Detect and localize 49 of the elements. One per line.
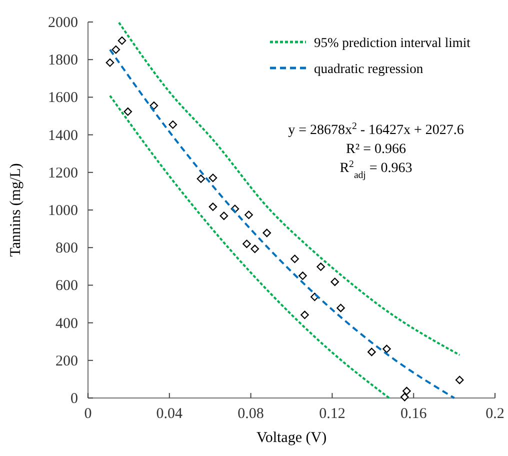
point	[124, 108, 132, 116]
annotation: R² = 0.966	[346, 142, 406, 157]
point	[330, 278, 339, 286]
x-tick-label: 0.08	[238, 406, 264, 422]
point	[298, 272, 307, 280]
point	[368, 348, 376, 356]
y-tick-label: 400	[56, 316, 78, 332]
point	[300, 310, 309, 320]
point	[262, 228, 272, 238]
point	[250, 244, 260, 254]
x-tick-label: 0.12	[319, 406, 346, 422]
point	[112, 45, 120, 54]
y-tick-label: 1400	[48, 128, 78, 144]
point	[244, 210, 253, 220]
point	[336, 304, 345, 312]
x-tick-label: 0	[84, 406, 92, 422]
x-tick-label: 0.16	[400, 406, 428, 422]
y-tick-label: 800	[56, 240, 78, 257]
y-tick-label: 1000	[48, 203, 78, 219]
x-axis-title: Voltage (V)	[256, 430, 327, 446]
annotation: y = 28678x$^{2}$ - 16427x + 2027.6	[288, 120, 464, 138]
point	[400, 392, 409, 402]
y-tick-label: 200	[56, 353, 78, 370]
legend-label: 95% prediction interval limit	[314, 35, 471, 50]
point	[208, 202, 218, 211]
point	[220, 212, 228, 220]
y-tick-label: 0	[70, 391, 78, 407]
y-tick-label: 600	[56, 278, 78, 294]
y-tick-label: 2000	[48, 15, 78, 31]
point	[382, 344, 391, 354]
point	[455, 376, 464, 384]
point	[196, 174, 206, 183]
point	[402, 386, 411, 396]
point	[150, 102, 158, 110]
y-axis-title: Tannins (mg/L)	[8, 163, 24, 257]
y-tick-label: 1200	[48, 165, 78, 182]
point	[316, 262, 325, 271]
point	[242, 240, 251, 248]
x-tick-label: 0.04	[156, 406, 184, 422]
y-tick-label: 1800	[48, 52, 78, 69]
point	[208, 174, 218, 182]
point	[118, 36, 126, 45]
x-tick-label: 0.2	[486, 406, 504, 422]
point	[106, 58, 114, 67]
annotation: R$^{2}$$_{adj}$ = 0.963	[340, 158, 412, 180]
point	[290, 254, 299, 264]
legend-label: quadratic regression	[314, 61, 424, 76]
y-tick-label: 1600	[48, 90, 78, 106]
point	[168, 120, 178, 129]
